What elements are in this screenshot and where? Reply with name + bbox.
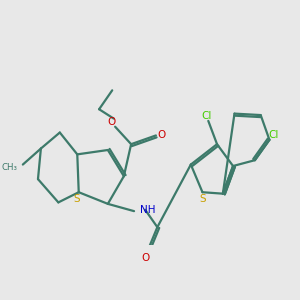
Text: Cl: Cl — [202, 111, 212, 121]
Text: O: O — [107, 117, 116, 127]
Text: Cl: Cl — [268, 130, 279, 140]
Text: NH: NH — [140, 205, 156, 215]
Text: S: S — [199, 194, 206, 204]
Text: CH₃: CH₃ — [1, 163, 17, 172]
Text: S: S — [73, 194, 80, 204]
Text: O: O — [157, 130, 165, 140]
Text: O: O — [142, 253, 150, 263]
